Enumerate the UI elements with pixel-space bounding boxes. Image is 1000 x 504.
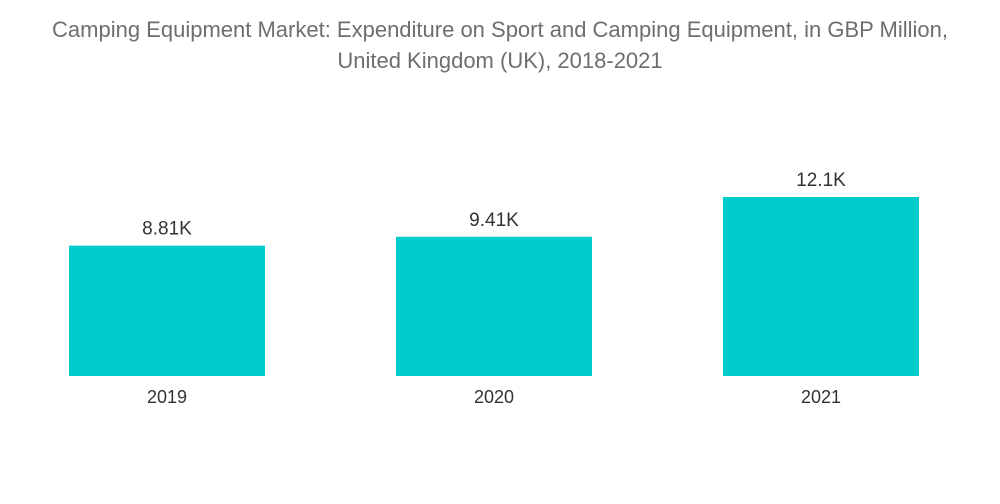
bar-2019 bbox=[69, 245, 265, 376]
data-labels-layer: 8.81K 9.41K 12.1K bbox=[142, 170, 846, 240]
bar-2021 bbox=[723, 197, 919, 376]
x-tick-label-2021: 2021 bbox=[801, 387, 841, 407]
data-label-2021: 12.1K bbox=[796, 170, 846, 191]
chart-title: Camping Equipment Market: Expenditure on… bbox=[52, 17, 948, 73]
data-label-2020: 9.41K bbox=[469, 210, 519, 231]
x-tick-label-2020: 2020 bbox=[474, 387, 514, 407]
bar-2020 bbox=[396, 236, 592, 376]
bars-layer bbox=[69, 197, 919, 376]
data-label-2019: 8.81K bbox=[142, 219, 192, 240]
x-tick-label-2019: 2019 bbox=[147, 387, 187, 407]
x-axis-ticks-layer: 2019 2020 2021 bbox=[147, 387, 841, 407]
